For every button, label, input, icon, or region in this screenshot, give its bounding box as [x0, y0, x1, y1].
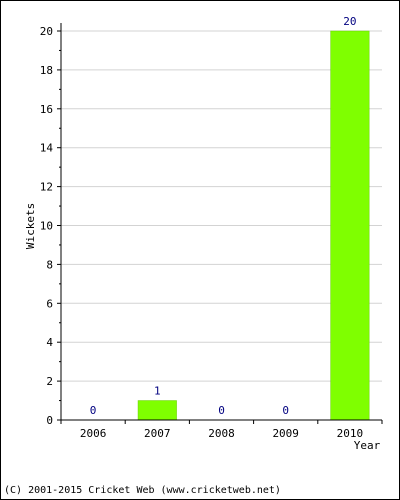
x-tick-label: 2006	[80, 427, 107, 440]
grid-lines	[61, 30, 382, 382]
y-tick-label: 6	[46, 297, 53, 310]
bar	[137, 400, 177, 421]
x-axis-label: Year	[354, 439, 381, 452]
y-tick-label: 14	[40, 142, 54, 155]
y-tick-label: 0	[46, 414, 53, 427]
x-tick-label: 2010	[337, 427, 364, 440]
axes	[57, 23, 383, 424]
x-tick-label: 2009	[272, 427, 299, 440]
copyright-footer: (C) 2001-2015 Cricket Web (www.cricketwe…	[4, 485, 281, 496]
data-label: 0	[218, 404, 225, 417]
y-tick-label: 12	[40, 181, 53, 194]
data-label: 1	[154, 385, 161, 398]
y-tick-labels: 0 2 4 6 8 10 12 14 16 18 20	[40, 25, 54, 427]
y-axis-label: Wickets	[24, 203, 37, 249]
y-tick-label: 20	[40, 25, 53, 38]
y-tick-label: 18	[40, 64, 53, 77]
y-tick-label: 2	[46, 375, 53, 388]
x-tick-label: 2007	[144, 427, 171, 440]
y-tick-label: 16	[40, 103, 53, 116]
y-tick-label: 10	[40, 220, 53, 233]
bars	[137, 30, 370, 421]
data-labels: 0 1 0 0 20	[90, 15, 357, 417]
data-label: 0	[282, 404, 289, 417]
x-tick-label: 2008	[208, 427, 235, 440]
data-label: 20	[343, 15, 356, 28]
y-tick-label: 8	[46, 258, 53, 271]
data-label: 0	[90, 404, 97, 417]
y-tick-label: 4	[46, 336, 53, 349]
x-tick-labels: 2006 2007 2008 2009 2010	[80, 427, 363, 440]
bar	[330, 30, 370, 421]
